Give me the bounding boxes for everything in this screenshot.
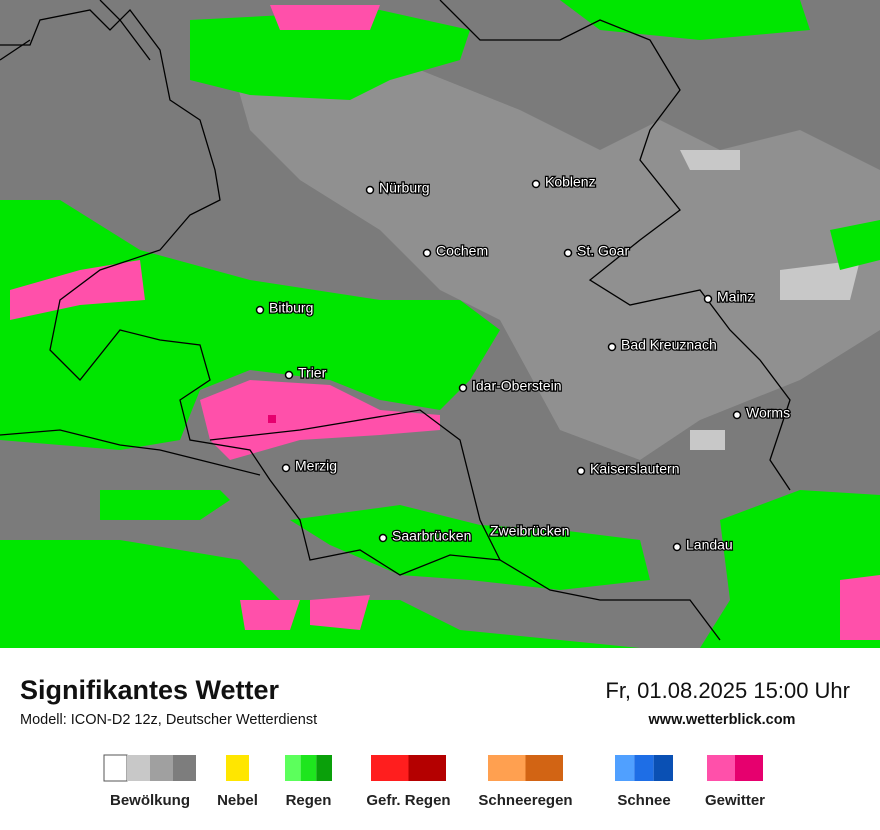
website: www.wetterblick.com xyxy=(648,712,796,728)
city-dot xyxy=(422,248,432,258)
legend-swatch xyxy=(735,755,763,781)
legend-label: Nebel xyxy=(217,792,258,809)
city-label: Zweibrücken xyxy=(490,523,569,539)
city-dot xyxy=(255,305,265,315)
legend-swatch xyxy=(615,755,635,781)
legend-label: Schnee xyxy=(617,792,670,809)
subtitle: Modell: ICON-D2 12z, Deutscher Wetterdie… xyxy=(20,712,317,728)
legend-swatch xyxy=(103,754,128,782)
legend-swatch xyxy=(408,755,446,781)
legend-swatch xyxy=(300,755,317,781)
city-dot xyxy=(281,463,291,473)
city-label: Landau xyxy=(686,537,733,553)
legend-label: Gewitter xyxy=(705,792,765,809)
city-dot xyxy=(576,466,586,476)
legend-swatch xyxy=(285,755,301,781)
legend-swatch xyxy=(371,755,409,781)
legend-swatch xyxy=(634,755,654,781)
city-label: Saarbrücken xyxy=(392,528,471,544)
legend-label: Schneeregen xyxy=(478,792,572,809)
datetime: Fr, 01.08.2025 15:00 Uhr xyxy=(605,678,850,703)
legend-swatch xyxy=(226,755,249,781)
city-label: Idar-Oberstein xyxy=(472,378,561,394)
city-dot xyxy=(672,542,682,552)
city-label: Koblenz xyxy=(545,174,596,190)
title: Signifikantes Wetter xyxy=(20,675,280,705)
city-label: Worms xyxy=(746,405,790,421)
city-dot xyxy=(703,294,713,304)
city-label: Kaiserslautern xyxy=(590,461,680,477)
city-dot xyxy=(563,248,573,258)
legend-label: Bewölkung xyxy=(110,792,190,809)
city-label: Nürburg xyxy=(379,180,430,196)
legend-label: Regen xyxy=(286,792,332,809)
legend-swatch xyxy=(150,755,173,781)
legend-swatch xyxy=(488,755,526,781)
city-dot xyxy=(378,533,388,543)
legend-label: Gefr. Regen xyxy=(366,792,450,809)
city-label: Bitburg xyxy=(269,300,313,316)
legend-swatch xyxy=(173,755,196,781)
city-dot xyxy=(458,383,468,393)
city-label: Cochem xyxy=(436,243,488,259)
city-dot xyxy=(732,410,742,420)
city-label: Merzig xyxy=(295,458,337,474)
city-label: Mainz xyxy=(717,289,754,305)
legend-swatch xyxy=(127,755,150,781)
city-dot xyxy=(284,370,294,380)
city-dot xyxy=(531,179,541,189)
legend-swatch xyxy=(653,755,673,781)
city-label: St. Goar xyxy=(577,243,629,259)
legend-swatch xyxy=(316,755,332,781)
city-label: Trier xyxy=(298,365,327,381)
city-label: Bad Kreuznach xyxy=(621,337,717,353)
city-dot xyxy=(607,342,617,352)
city-dot xyxy=(365,185,375,195)
legend-swatch xyxy=(707,755,735,781)
map xyxy=(0,0,880,648)
legend-swatch xyxy=(525,755,563,781)
